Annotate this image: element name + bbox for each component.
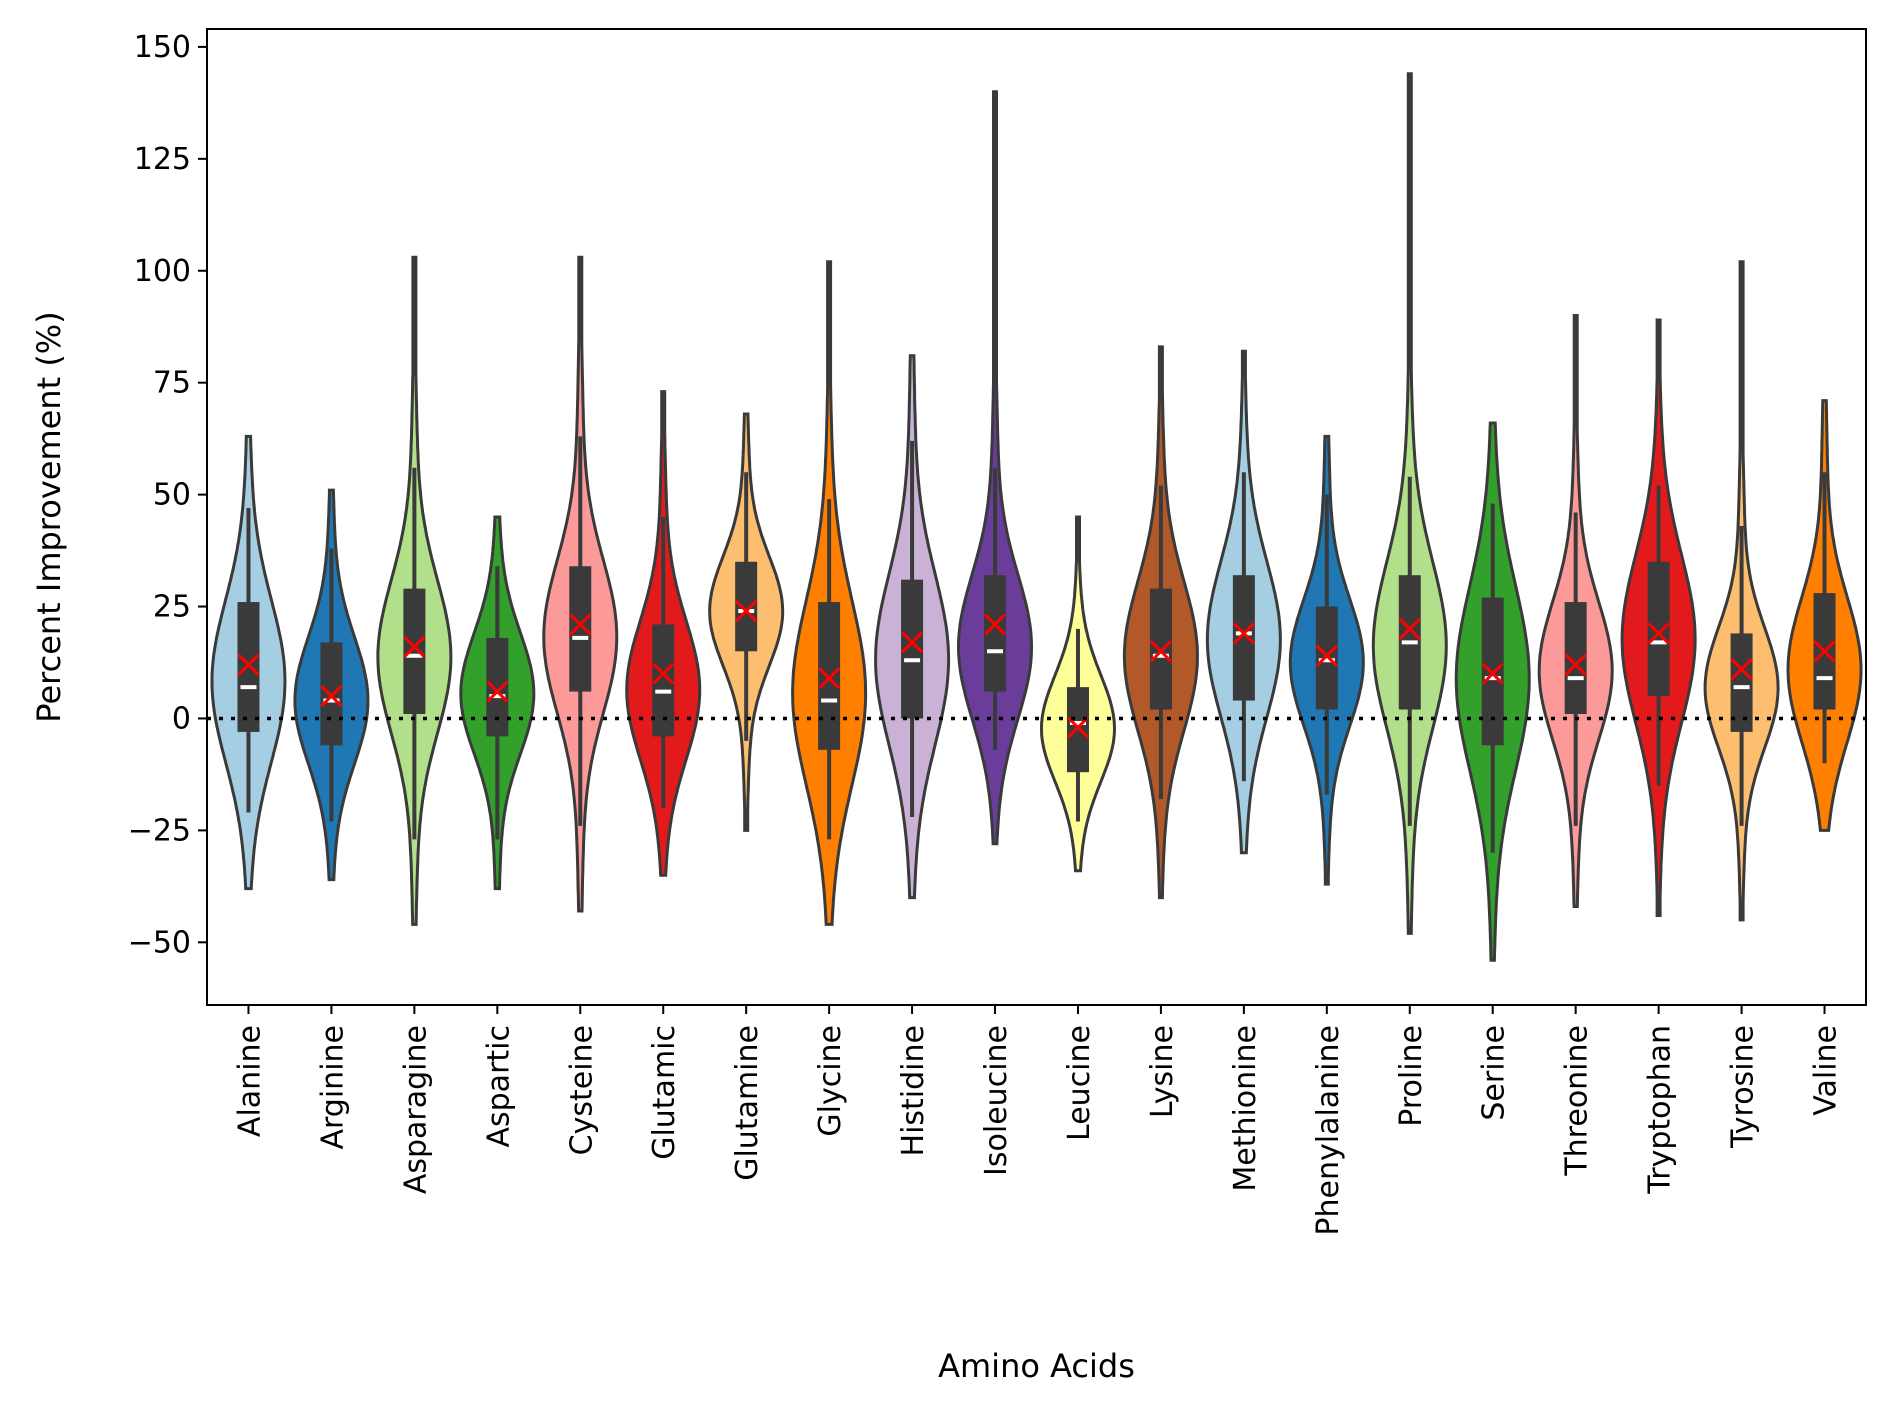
mean-marker (1149, 640, 1172, 663)
mean-marker (237, 653, 260, 676)
x-tick-label: Isoleucine (979, 1025, 1014, 1176)
violin-phenylalanine (1288, 434, 1365, 886)
x-tick-label: Tryptophan (1643, 1025, 1678, 1195)
violin-glutamine (708, 412, 785, 832)
mean-marker (1813, 640, 1836, 663)
mean-marker (983, 613, 1007, 636)
iqr-box (1315, 606, 1338, 710)
violin-cysteine (542, 255, 619, 913)
mean-marker (901, 631, 924, 654)
x-tick-label: Lysine (1145, 1025, 1180, 1118)
iqr-box (1564, 602, 1587, 714)
iqr-box (1149, 588, 1172, 710)
iqr-box (320, 642, 343, 746)
mean-marker (1564, 653, 1587, 676)
iqr-box (486, 637, 509, 737)
violin-proline (1371, 72, 1448, 935)
mean-marker (735, 599, 758, 623)
violin-glycine (791, 260, 868, 926)
x-tick-label: Asparagine (398, 1025, 433, 1194)
x-tick-label: Aspartic (481, 1025, 516, 1148)
x-axis-title: Amino Acids (938, 1347, 1135, 1385)
violin-isoleucine (957, 90, 1033, 846)
mean-marker (652, 662, 675, 685)
x-tick-label: Valine (1809, 1025, 1844, 1116)
mean-marker (569, 613, 592, 636)
y-tick-label: 125 (134, 142, 191, 177)
violin-glutamic (625, 390, 702, 877)
x-tick-label: Glutamine (730, 1025, 765, 1181)
mean-marker (1481, 662, 1504, 685)
y-axis-title: Percent Improvement (%) (30, 311, 68, 722)
violin-leucine (1040, 515, 1117, 873)
y-tick-label: 25 (153, 590, 191, 625)
iqr-box (652, 624, 675, 737)
mean-marker (1647, 622, 1670, 645)
violin-methionine (1205, 349, 1282, 855)
x-tick-label: Alanine (232, 1025, 267, 1137)
iqr-box (569, 566, 592, 692)
plot-frame (206, 28, 1867, 1006)
violin-body (957, 90, 1033, 846)
y-tick-label: 150 (134, 30, 191, 65)
iqr-box (1066, 687, 1089, 773)
x-tick-label: Methionine (1228, 1025, 1263, 1192)
violin-histidine (874, 354, 951, 900)
x-tick-label: Phenylalanine (1311, 1025, 1346, 1236)
violin-tryptophan (1620, 318, 1697, 917)
y-tick-label: 100 (134, 254, 191, 289)
iqr-box (984, 575, 1007, 692)
mean-marker (320, 685, 343, 708)
axes-layer: −50 −25 0 25 50 75 100 125 150 Alanine Arginine Asp… (128, 28, 1867, 1236)
iqr-box (1647, 561, 1670, 697)
iqr-box (818, 602, 841, 750)
iqr-box (735, 561, 758, 652)
violin-tyrosine (1703, 260, 1780, 922)
y-tick-label: −25 (128, 813, 191, 848)
x-tick-label: Cysteine (564, 1025, 599, 1155)
mean-marker (1066, 716, 1090, 739)
iqr-box (901, 579, 924, 719)
violin-asparagine (376, 255, 453, 926)
violin-serine (1454, 421, 1531, 962)
iqr-box (1730, 633, 1753, 732)
iqr-box (1481, 597, 1504, 746)
x-tick-label: Proline (1394, 1025, 1429, 1127)
violin-lysine (1122, 345, 1199, 900)
violin-valine (1786, 399, 1863, 832)
mean-marker (403, 635, 426, 658)
iqr-box (237, 602, 260, 732)
violin-layer (210, 72, 1863, 962)
mean-marker (1730, 658, 1753, 681)
mean-marker (818, 667, 841, 690)
y-tick-label: −50 (128, 925, 191, 960)
iqr-box (1232, 575, 1255, 701)
x-tick-label: Glycine (813, 1025, 848, 1137)
violin-arginine (293, 488, 370, 882)
y-tick-label: 0 (172, 701, 191, 736)
y-tick-label: 75 (153, 366, 191, 401)
mean-marker (1232, 622, 1255, 645)
x-tick-label: Threonine (1560, 1025, 1595, 1177)
violin-aspartic (459, 515, 536, 891)
violin-alanine (210, 434, 287, 891)
x-tick-label: Histidine (896, 1025, 931, 1156)
mean-marker (1398, 617, 1421, 640)
x-tick-label: Leucine (1062, 1025, 1097, 1141)
x-tick-label: Glutamic (647, 1025, 682, 1160)
x-tick-label: Tyrosine (1726, 1025, 1761, 1149)
y-tick-label: 50 (153, 478, 191, 513)
x-tick-label: Arginine (315, 1025, 350, 1150)
x-tick-label: Serine (1477, 1025, 1512, 1121)
mean-marker (486, 680, 509, 703)
violin-threonine (1537, 314, 1614, 908)
iqr-box (403, 588, 426, 714)
mean-marker (1315, 644, 1338, 667)
